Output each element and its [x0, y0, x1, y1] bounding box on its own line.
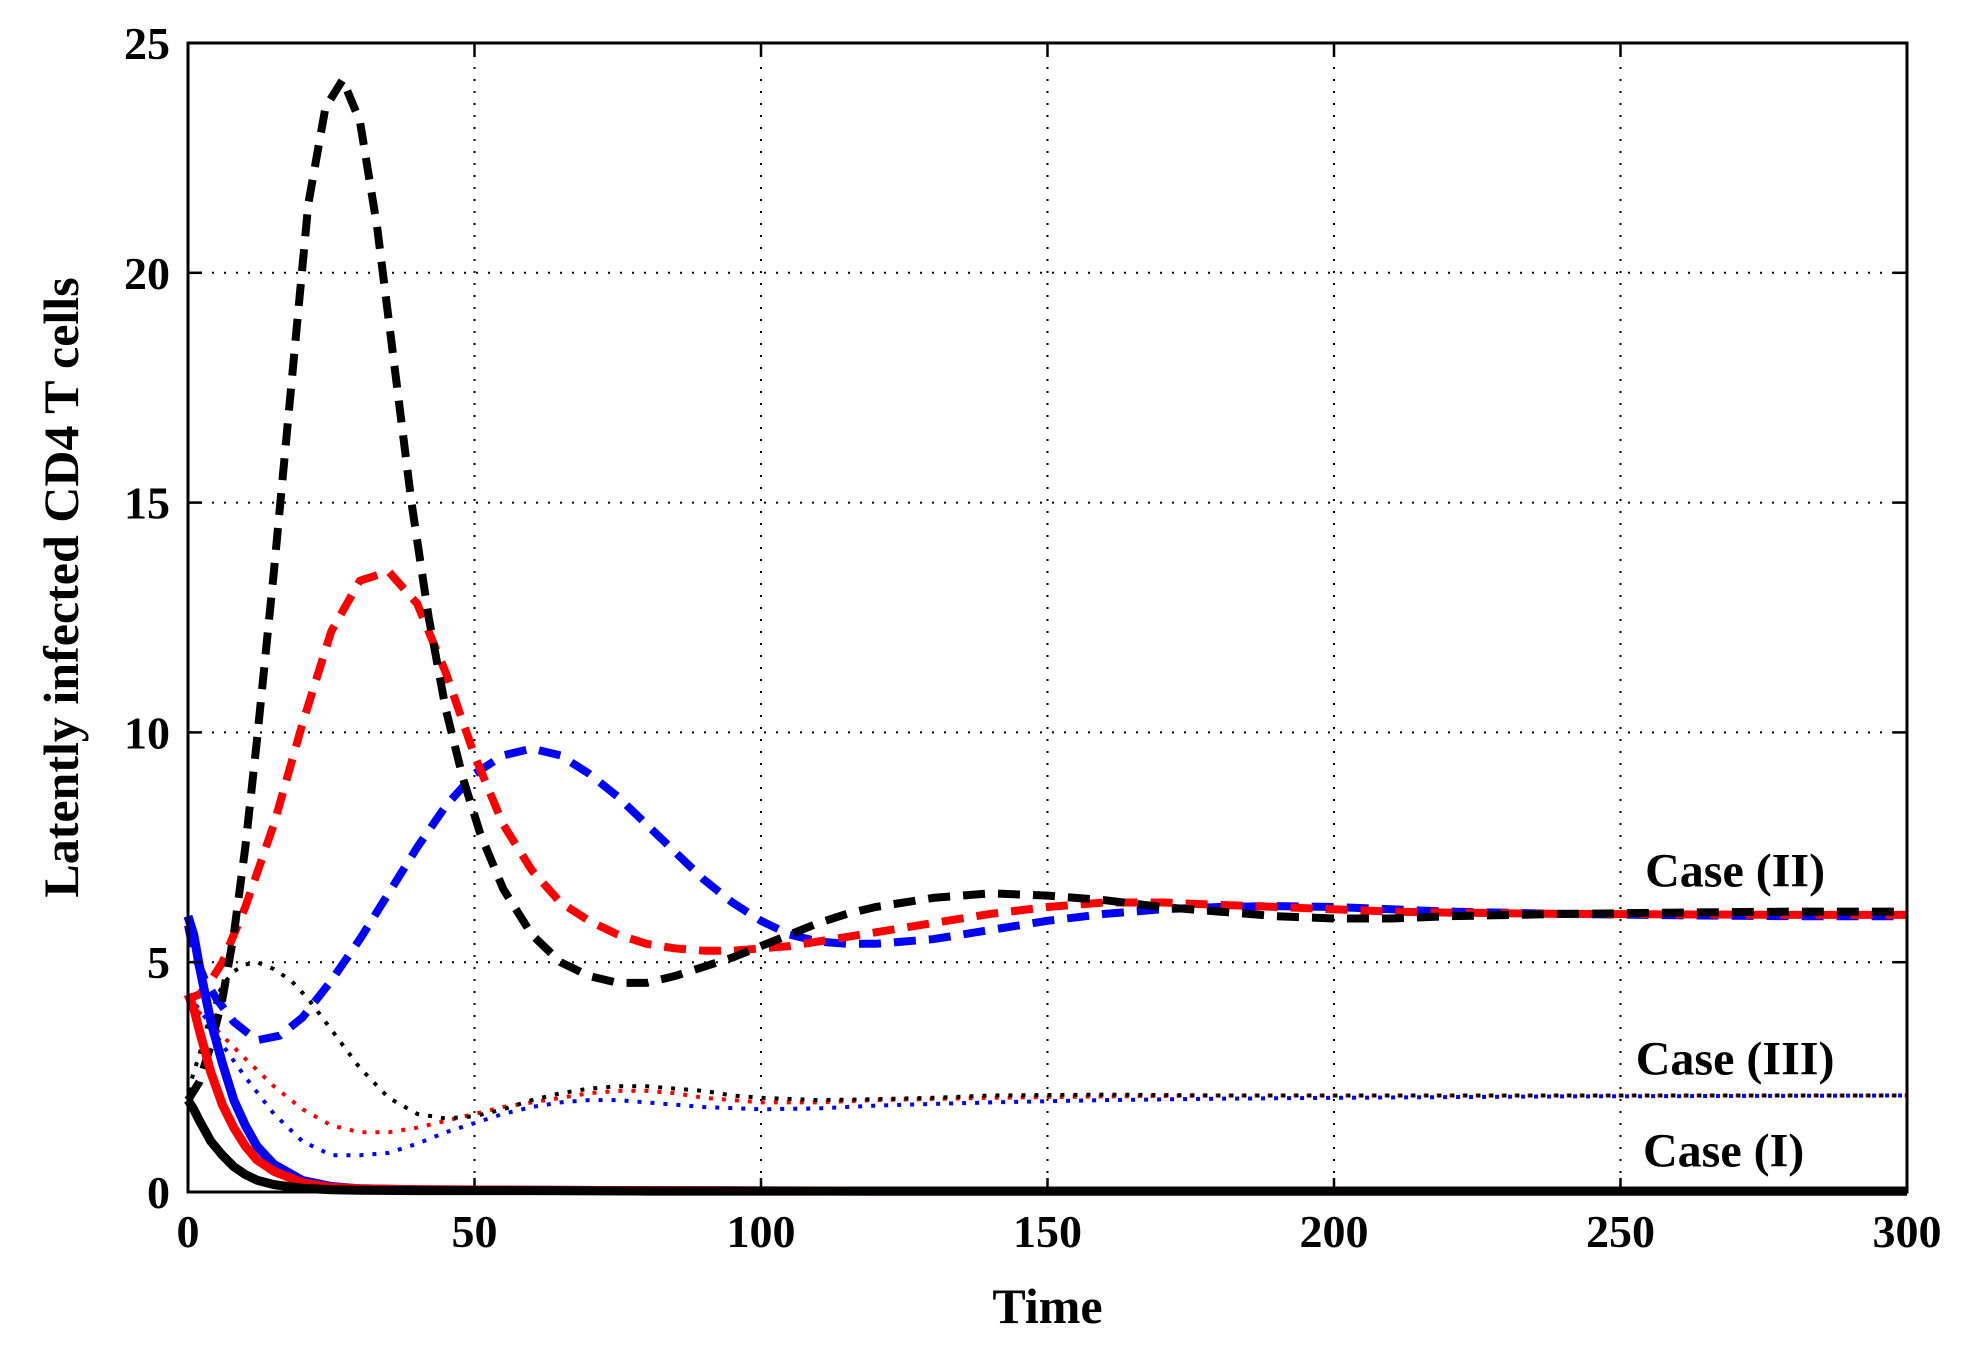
- series-group: [183, 75, 1908, 1196]
- y-tick-label: 0: [147, 1167, 170, 1218]
- y-axis-title: Latently infected CD4 T cells: [33, 277, 89, 897]
- x-tick-label: 50: [452, 1206, 498, 1257]
- case-annotation: Case (I): [1643, 1125, 1804, 1178]
- x-tick-labels: 0 50 100 150 200 250 300: [177, 1206, 1942, 1257]
- case-annotation: Case (II): [1645, 844, 1825, 897]
- x-tick-label: 200: [1300, 1206, 1369, 1257]
- case-annotation: Case (III): [1636, 1033, 1835, 1086]
- series-line-dotted-red: [186, 1002, 1907, 1135]
- series-line-dashed-black: [184, 75, 1907, 1103]
- y-tick-labels: 0 5 10 15 20 25: [124, 18, 170, 1218]
- y-tick-label: 10: [124, 707, 170, 758]
- x-tick-label: 0: [177, 1206, 200, 1257]
- y-tick-label: 25: [124, 18, 170, 69]
- y-tick-label: 15: [124, 478, 170, 529]
- y-tick-label: 5: [147, 937, 170, 988]
- ticks: [186, 41, 1909, 1194]
- x-tick-label: 100: [727, 1206, 796, 1257]
- x-tick-label: 250: [1586, 1206, 1655, 1257]
- y-tick-label: 20: [124, 248, 170, 299]
- x-tick-label: 150: [1013, 1206, 1082, 1257]
- x-axis-title: Time: [992, 1278, 1102, 1334]
- series-line-dotted-black: [186, 960, 1907, 1121]
- series-line-dashed-red: [186, 567, 1907, 1003]
- x-tick-label: 300: [1873, 1206, 1942, 1257]
- annotations: Case (II) Case (III) Case (I): [1636, 844, 1835, 1177]
